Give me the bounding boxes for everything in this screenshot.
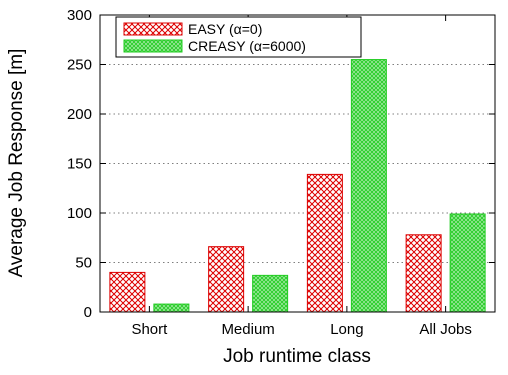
y-tick-label: 150 <box>67 156 92 173</box>
y-tick-label: 300 <box>67 7 92 24</box>
bar-easy <box>208 246 245 313</box>
bar-creasy <box>449 213 486 313</box>
legend-label-creasy: CREASY (α=6000) <box>188 38 306 54</box>
legend-label-easy: EASY (α=0) <box>188 21 262 37</box>
bars <box>109 59 486 313</box>
bar-creasy <box>350 59 387 313</box>
y-tick-label: 200 <box>67 106 92 123</box>
legend-swatch-easy <box>123 22 183 36</box>
y-tick-label: 0 <box>84 304 92 321</box>
bar-easy <box>306 173 343 313</box>
bar-creasy <box>153 303 190 313</box>
bar-creasy <box>252 274 289 313</box>
y-axis-label: Average Job Response [m] <box>6 49 27 278</box>
bar-easy <box>405 234 442 313</box>
x-tick-label: Medium <box>221 321 274 338</box>
x-tick-label: All Jobs <box>419 321 472 338</box>
gridlines <box>100 64 495 263</box>
x-tick-label: Long <box>330 321 363 338</box>
y-tick-label: 50 <box>75 255 92 272</box>
y-tick-label: 100 <box>67 205 92 222</box>
y-axis-ticks: 0 50 100 150 200 250 300 <box>67 7 495 321</box>
x-axis-label: Job runtime class <box>223 346 371 367</box>
y-tick-label: 250 <box>67 57 92 74</box>
bar-easy <box>109 271 146 313</box>
legend: EASY (α=0) CREASY (α=6000) <box>115 16 362 58</box>
x-axis-ticks: Short Medium Long All Jobs <box>131 15 472 338</box>
legend-swatch-creasy <box>123 39 183 53</box>
x-tick-label: Short <box>131 321 168 338</box>
